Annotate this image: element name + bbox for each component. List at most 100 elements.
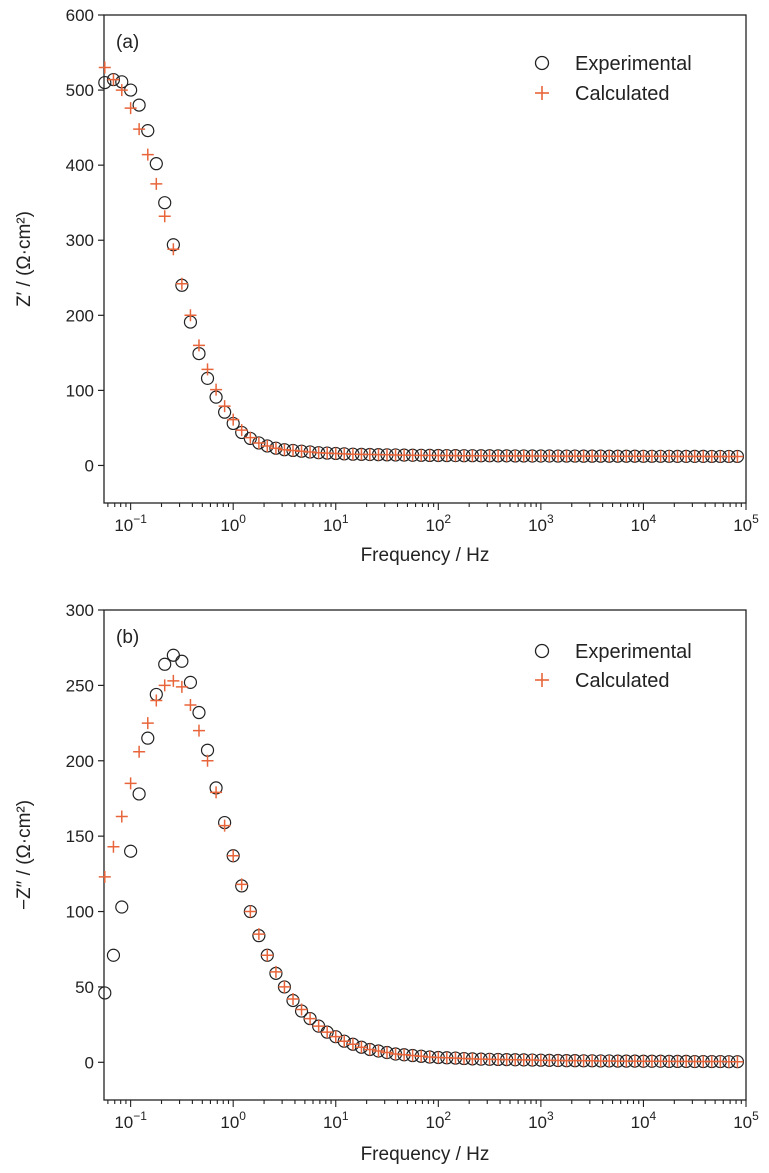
point-calculated: [278, 443, 291, 456]
point-calculated: [115, 84, 128, 97]
y-tick-label: 300: [66, 231, 94, 250]
y-tick-label: 200: [66, 306, 94, 325]
y-tick-label: 150: [66, 827, 94, 846]
point-experimental: [158, 657, 172, 671]
point-calculated: [201, 363, 214, 376]
x-tick-label: 100: [220, 512, 246, 535]
legend-marker-calculated: [535, 86, 549, 100]
point-calculated: [304, 1012, 317, 1025]
point-calculated: [175, 680, 188, 693]
plot-frame: [103, 14, 747, 504]
x-tick-label: 105: [733, 512, 759, 535]
legend-marker-experimental: [534, 55, 550, 71]
legend-marker-calculated: [535, 673, 549, 687]
series-calculated: [98, 61, 744, 463]
point-calculated: [141, 717, 154, 730]
point-calculated: [269, 965, 282, 978]
x-tick-label: 101: [323, 512, 349, 535]
point-calculated: [184, 698, 197, 711]
point-experimental: [183, 675, 198, 689]
point-calculated: [363, 1043, 376, 1056]
x-tick-label: 103: [528, 512, 554, 535]
point-calculated: [192, 724, 205, 737]
point-calculated: [329, 1030, 342, 1043]
point-calculated: [98, 870, 111, 883]
point-calculated: [338, 1035, 351, 1048]
y-tick-label: 250: [66, 676, 94, 695]
series-calculated: [98, 674, 744, 1068]
data-marks: [98, 61, 745, 464]
point-calculated: [201, 754, 214, 767]
x-tick-label: 10−1: [114, 1109, 147, 1132]
point-calculated: [210, 786, 223, 799]
point-calculated: [158, 210, 171, 223]
point-experimental: [132, 787, 146, 801]
point-calculated: [150, 694, 163, 707]
point-experimental: [98, 986, 112, 1000]
legend-label-experimental: Experimental: [575, 641, 692, 663]
x-tick-label: 105: [733, 1109, 759, 1132]
point-calculated: [731, 450, 744, 463]
x-tick-label: 104: [631, 1109, 657, 1132]
point-calculated: [210, 383, 223, 396]
y-ticks: 0 50 100 150 200 250 300: [66, 601, 104, 1072]
series-experimental: [98, 72, 745, 464]
plot-frame: [103, 609, 747, 1101]
x-axis-title: Frequency / Hz: [361, 545, 490, 566]
legend-label-calculated: Calculated: [575, 670, 670, 692]
point-experimental: [124, 844, 138, 858]
x-tick-label: 100: [220, 1109, 246, 1132]
point-experimental: [141, 124, 155, 138]
y-axis-title: Z′ / (Ω·cm²): [14, 211, 35, 307]
y-tick-label: 200: [66, 752, 94, 771]
point-calculated: [124, 777, 137, 790]
point-calculated: [287, 444, 300, 457]
point-experimental: [106, 948, 121, 962]
point-experimental: [158, 196, 172, 210]
point-calculated: [167, 674, 180, 687]
y-tick-label: 0: [85, 1053, 94, 1072]
point-calculated: [295, 1003, 308, 1016]
legend-marker-experimental: [534, 643, 550, 659]
point-experimental: [200, 743, 215, 757]
y-axis-title: −Z″ / (Ω·cm²): [14, 800, 35, 910]
x-tick-label: 10−1: [114, 512, 147, 535]
point-calculated: [115, 810, 128, 823]
x-axis-title: Frequency / Hz: [361, 1144, 490, 1165]
y-tick-label: 100: [66, 903, 94, 922]
point-calculated: [107, 840, 120, 853]
point-experimental: [141, 731, 155, 745]
point-calculated: [398, 1048, 411, 1061]
x-ticks: 10−1 100 101 102 103 104 105: [107, 503, 759, 535]
point-calculated: [133, 123, 146, 136]
point-calculated: [175, 277, 188, 290]
y-ticks: 0 100 200 300 400 500 600: [66, 6, 104, 475]
point-calculated: [355, 1041, 368, 1054]
point-calculated: [312, 1020, 325, 1033]
point-calculated: [261, 439, 274, 452]
point-calculated: [227, 413, 240, 426]
point-calculated: [98, 61, 111, 74]
point-calculated: [235, 424, 248, 437]
point-calculated: [406, 1049, 419, 1062]
y-tick-label: 400: [66, 156, 94, 175]
point-calculated: [287, 992, 300, 1005]
point-calculated: [252, 436, 265, 449]
point-calculated: [278, 980, 291, 993]
point-calculated: [150, 177, 163, 190]
point-calculated: [261, 949, 274, 962]
point-calculated: [269, 442, 282, 455]
x-ticks: 10−1 100 101 102 103 104 105: [107, 1100, 759, 1132]
y-tick-label: 300: [66, 601, 94, 620]
point-calculated: [167, 243, 180, 256]
point-experimental: [149, 157, 163, 171]
point-calculated: [295, 445, 308, 458]
legend: Experimental Calculated: [534, 53, 692, 105]
point-calculated: [107, 73, 120, 86]
y-tick-label: 0: [85, 456, 94, 475]
point-calculated: [381, 1046, 394, 1059]
point-calculated: [731, 1055, 744, 1068]
y-tick-label: 500: [66, 81, 94, 100]
y-tick-label: 100: [66, 381, 94, 400]
